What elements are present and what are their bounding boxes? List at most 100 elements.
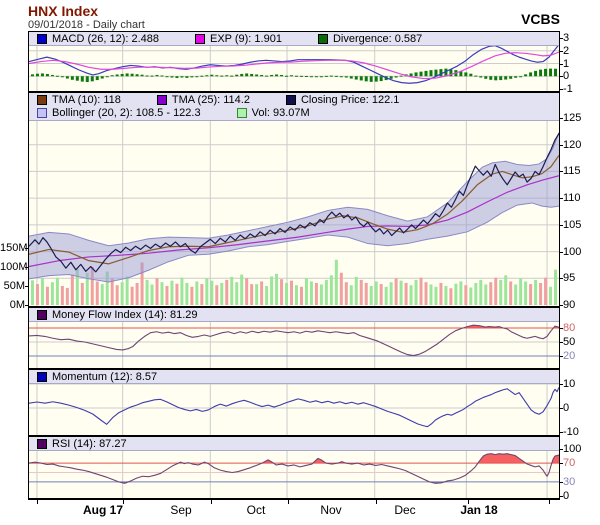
tma25-swatch-icon — [156, 94, 167, 105]
divergence-swatch-icon — [317, 33, 328, 44]
x-tick-mark — [468, 500, 469, 504]
y-tick-mark — [560, 481, 563, 483]
chart-subtitle: 09/01/2018 - Daily chart — [28, 19, 145, 31]
price-legend-row2: Bollinger (20, 2): 108.5 - 122.3 Vol: 93… — [29, 106, 559, 119]
volume-tick-label: 100M — [0, 261, 28, 273]
y-tick-mark — [560, 198, 563, 200]
page-title: HNX Index — [28, 3, 99, 19]
legend-item-macd: MACD (26, 12): 2.488 — [37, 33, 159, 45]
y-tick-label: 90 — [563, 299, 576, 311]
legend-label: MACD (26, 12): 2.488 — [52, 32, 159, 45]
mfi-legend: Money Flow Index (14): 81.29 — [29, 308, 559, 322]
y-tick-label: 105 — [563, 218, 582, 231]
panel-rsi: RSI (14): 87.27 — [29, 437, 559, 500]
y-tick-label: 80 — [563, 322, 576, 334]
price-legend: TMA (10): 118 TMA (25): 114.2 Closing Pr… — [29, 93, 559, 121]
y-tick-label: 100 — [563, 443, 582, 455]
y-tick-mark — [560, 408, 563, 409]
y-tick-label: 30 — [563, 475, 576, 488]
y-tick-label: 125 — [563, 112, 582, 124]
y-tick-label: 0 — [563, 490, 570, 502]
legend-label: Vol: 93.07M — [251, 106, 310, 119]
legend-item-close: Closing Price: 122.1 — [285, 93, 400, 106]
y-tick-label: 0 — [563, 70, 570, 83]
volume-tick-mark — [25, 267, 28, 268]
legend-label: Momentum (12): 8.57 — [52, 370, 158, 383]
volume-tick-mark — [25, 286, 28, 287]
legend-item-tma10: TMA (10): 118 — [37, 94, 121, 106]
y-tick-label: 0 — [563, 402, 570, 414]
x-axis-label: Aug 17 — [82, 503, 123, 517]
x-tick-mark — [211, 500, 212, 504]
volume-tick-label: 150M — [0, 242, 28, 254]
y-tick-mark — [560, 449, 563, 450]
x-axis-label: Jan 18 — [460, 503, 498, 517]
y-tick-mark — [560, 384, 563, 385]
y-tick-label: 95 — [563, 272, 576, 285]
x-axis-label: Nov — [320, 503, 342, 517]
x-axis-label: Oct — [246, 503, 266, 517]
momentum-legend: Momentum (12): 8.57 — [29, 370, 559, 384]
legend-label: TMA (25): 114.2 — [171, 93, 250, 106]
y-tick-mark — [560, 342, 563, 343]
panel-price-svg — [29, 93, 559, 306]
y-tick-label: 100 — [563, 245, 582, 258]
y-tick-label: 50 — [563, 336, 576, 348]
x-axis-label: Sep — [170, 503, 192, 517]
y-tick-label: 1 — [563, 57, 570, 70]
y-tick-mark — [560, 38, 563, 39]
y-tick-mark — [560, 76, 563, 78]
tma10-swatch-icon — [37, 94, 47, 105]
y-tick-mark — [560, 305, 563, 306]
price-legend-row1: TMA (10): 118 TMA (25): 114.2 Closing Pr… — [29, 93, 559, 106]
closing-price-swatch-icon — [285, 94, 296, 105]
y-tick-label: 120 — [563, 138, 582, 151]
volume-tick-label: 50M — [3, 280, 25, 292]
y-tick-mark — [560, 89, 563, 90]
x-tick-mark — [376, 500, 377, 504]
legend-label: EXP (9): 1.901 — [210, 32, 282, 45]
momentum-swatch-icon — [37, 371, 47, 382]
y-tick-label: -10 — [563, 426, 579, 438]
legend-label: Money Flow Index (14): 81.29 — [52, 308, 198, 321]
rsi-swatch-icon — [37, 438, 47, 449]
legend-item-bollinger: Bollinger (20, 2): 108.5 - 122.3 — [37, 107, 201, 119]
y-tick-label: 110 — [563, 192, 581, 205]
rsi-legend: RSI (14): 87.27 — [29, 437, 559, 451]
y-tick-mark — [560, 251, 563, 253]
y-tick-mark — [560, 224, 563, 226]
y-tick-label: 20 — [563, 350, 576, 362]
legend-label: Closing Price: 122.1 — [300, 93, 400, 106]
x-tick-mark — [549, 500, 550, 504]
legend-label: Bollinger (20, 2): 108.5 - 122.3 — [52, 106, 201, 119]
legend-item-divergence: Divergence: 0.587 — [317, 32, 423, 45]
panel-macd: MACD (26, 12): 2.488 EXP (9): 1.901 Dive… — [29, 32, 559, 93]
y-tick-mark — [560, 463, 563, 465]
legend-item-momentum: Momentum (12): 8.57 — [37, 371, 157, 383]
y-tick-mark — [560, 171, 563, 173]
x-tick-mark — [288, 500, 289, 504]
legend-item-mfi: Money Flow Index (14): 81.29 — [37, 309, 198, 321]
macd-legend: MACD (26, 12): 2.488 EXP (9): 1.901 Dive… — [29, 32, 559, 46]
y-tick-mark — [560, 432, 563, 433]
legend-label: Divergence: 0.587 — [332, 32, 423, 45]
x-tick-mark — [37, 500, 38, 504]
y-tick-label: 10 — [563, 378, 576, 390]
panel-momentum-svg — [29, 370, 559, 435]
x-axis-label: Dec — [394, 503, 416, 517]
panel-mfi: Money Flow Index (14): 81.29 — [29, 308, 559, 370]
mfi-swatch-icon — [37, 309, 47, 320]
y-tick-mark — [560, 63, 563, 65]
y-tick-label: 3 — [563, 32, 570, 44]
volume-tick-label: 0M — [9, 299, 25, 311]
x-tick-mark — [123, 500, 124, 504]
y-tick-mark — [560, 278, 563, 280]
legend-item-exp: EXP (9): 1.901 — [195, 33, 282, 45]
panel-momentum: Momentum (12): 8.57 — [29, 370, 559, 437]
exp-swatch-icon — [195, 33, 205, 44]
panel-price: TMA (10): 118 TMA (25): 114.2 Closing Pr… — [29, 93, 559, 308]
legend-item-tma25: TMA (25): 114.2 — [156, 93, 250, 106]
brand-logo: VCBS — [521, 11, 560, 27]
y-tick-label: -1 — [563, 83, 573, 95]
